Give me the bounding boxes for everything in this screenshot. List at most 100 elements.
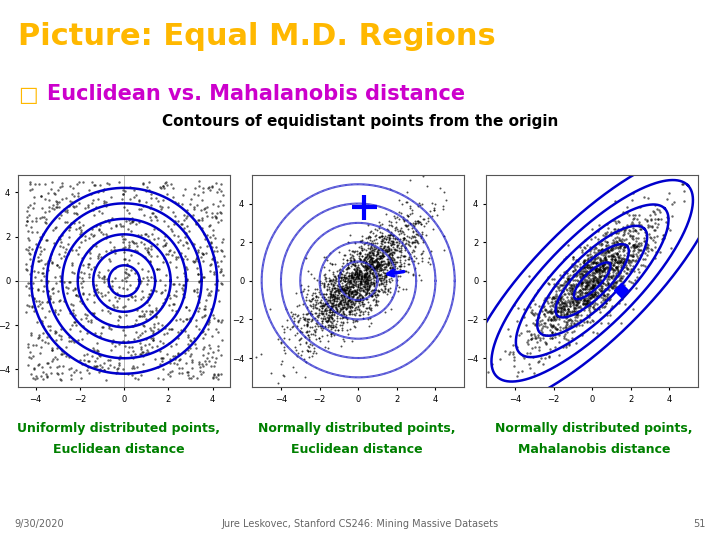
Point xyxy=(164,246,176,255)
Point xyxy=(347,282,359,291)
Point xyxy=(609,280,621,289)
Point xyxy=(349,259,361,267)
Point xyxy=(344,279,356,288)
Point xyxy=(22,300,33,309)
Point xyxy=(634,251,646,259)
Point xyxy=(364,305,376,313)
Point xyxy=(360,285,372,293)
Point xyxy=(564,316,575,325)
Point xyxy=(405,234,417,242)
Point xyxy=(161,271,172,279)
Point xyxy=(619,226,631,234)
Point xyxy=(431,211,442,219)
Point xyxy=(339,303,351,312)
Point xyxy=(119,187,130,195)
Point xyxy=(147,334,158,342)
Point xyxy=(602,260,613,269)
Point xyxy=(158,295,170,303)
Point xyxy=(367,265,379,273)
Point xyxy=(649,238,661,246)
Point xyxy=(36,213,48,221)
Point xyxy=(45,185,57,194)
Point xyxy=(35,256,47,265)
Point xyxy=(117,189,129,198)
Point xyxy=(649,253,661,262)
Point xyxy=(44,256,55,265)
Point xyxy=(523,359,534,368)
Point xyxy=(138,320,149,329)
Point xyxy=(395,255,406,264)
Point xyxy=(385,245,397,253)
Point xyxy=(74,229,86,238)
Point xyxy=(569,294,580,303)
Point xyxy=(292,329,303,338)
Point xyxy=(626,265,637,273)
Point xyxy=(394,272,405,280)
Point xyxy=(584,318,595,326)
Point xyxy=(361,287,372,296)
Point xyxy=(181,340,193,348)
Point xyxy=(27,352,38,360)
Point xyxy=(587,258,598,266)
Point xyxy=(48,226,59,234)
Point xyxy=(649,210,661,218)
Point xyxy=(595,259,607,267)
Point xyxy=(342,289,354,298)
Point xyxy=(101,230,112,239)
Point xyxy=(345,301,356,310)
Point xyxy=(598,255,609,264)
Point xyxy=(354,255,366,264)
Point xyxy=(579,278,590,286)
Point xyxy=(130,319,141,328)
Point xyxy=(152,225,163,233)
Point xyxy=(127,371,138,380)
Point xyxy=(338,302,350,311)
Point xyxy=(588,281,599,289)
Point xyxy=(420,219,432,227)
Point xyxy=(197,273,209,281)
Point xyxy=(611,282,623,291)
Point xyxy=(90,181,102,190)
Point xyxy=(587,268,598,277)
Point xyxy=(345,278,356,286)
Point xyxy=(385,269,397,278)
Point xyxy=(324,297,336,306)
Point xyxy=(320,303,332,312)
Point xyxy=(176,199,187,208)
Point xyxy=(340,268,351,277)
Point xyxy=(627,227,639,235)
Point xyxy=(342,295,354,304)
Point xyxy=(361,238,373,247)
Point xyxy=(582,264,593,273)
Point xyxy=(312,299,323,307)
Point xyxy=(342,284,354,292)
Point xyxy=(375,252,387,261)
Point xyxy=(608,241,619,249)
Point xyxy=(369,264,381,272)
Point xyxy=(102,288,114,296)
Point xyxy=(51,369,63,377)
Point xyxy=(595,245,607,254)
Point xyxy=(298,315,310,323)
Point xyxy=(361,259,373,267)
Point xyxy=(359,278,371,286)
Point xyxy=(26,291,37,300)
Point xyxy=(382,231,394,239)
Point xyxy=(560,325,572,333)
Point xyxy=(340,300,351,308)
Point xyxy=(589,252,600,261)
Point xyxy=(137,329,148,338)
Point xyxy=(346,276,357,285)
Point xyxy=(184,335,196,344)
Point xyxy=(155,183,166,192)
Point xyxy=(614,268,626,276)
Point xyxy=(302,318,314,326)
Point xyxy=(388,262,400,271)
Point xyxy=(314,290,325,299)
Point xyxy=(325,320,337,329)
Point xyxy=(356,261,368,270)
Point xyxy=(207,374,218,382)
Point xyxy=(76,282,88,291)
Point xyxy=(666,244,678,252)
Point xyxy=(348,301,360,309)
